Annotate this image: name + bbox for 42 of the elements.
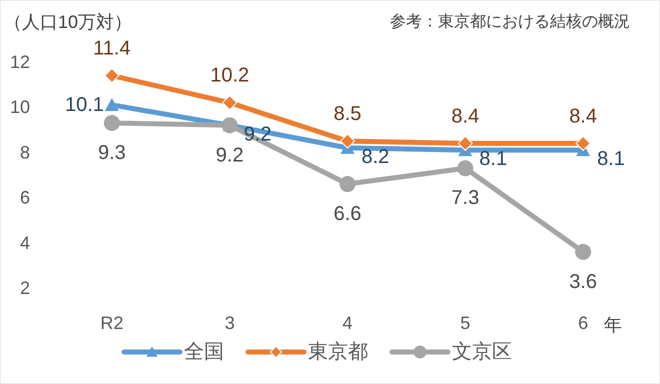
x-tick-label: 5 [460,313,470,333]
data-label: 10.1 [64,94,104,116]
x-tick-label: 6 [578,313,588,333]
data-label: 9.2 [244,123,272,146]
y-tick-label: 2 [20,278,30,298]
y-tick-label: 12 [10,52,30,72]
data-label: 8.4 [569,105,598,128]
point [104,68,120,84]
legend-label: 文京区 [452,341,512,363]
point [575,244,592,260]
data-label: 9.2 [216,144,244,166]
point [340,134,355,149]
data-label: 8.5 [334,103,362,126]
x-axis-title: 年 [604,315,622,335]
y-tick-label: 6 [20,188,30,208]
point [104,115,120,132]
point [222,95,238,110]
data-label: 6.6 [334,203,362,226]
y-tick-label: 4 [20,232,30,253]
legend-label: 東京都 [308,341,368,363]
data-label: 10.2 [210,64,250,87]
data-label: 7.3 [451,187,480,210]
x-tick-label: R2 [100,313,124,333]
chart-title: 参考：東京都における結核の概況 [390,12,630,30]
point [457,160,474,176]
legend-label: 全国 [184,341,224,363]
point [340,176,356,192]
y-axis-title: （人口10万対） [4,12,132,32]
data-label: 11.4 [93,38,131,60]
point [576,136,591,151]
point [458,136,473,151]
y-tick-label: 8 [20,142,30,162]
data-label: 8.2 [362,146,390,168]
data-label: 8.1 [479,148,508,170]
y-tick-label: 10 [10,97,30,118]
x-tick-label: 3 [224,313,235,333]
data-label: 9.3 [98,142,126,164]
point [104,98,119,111]
x-tick-label: 4 [342,313,353,333]
data-label: 8.1 [597,148,625,170]
data-label: 8.4 [451,105,480,128]
data-label: 3.6 [569,270,598,293]
